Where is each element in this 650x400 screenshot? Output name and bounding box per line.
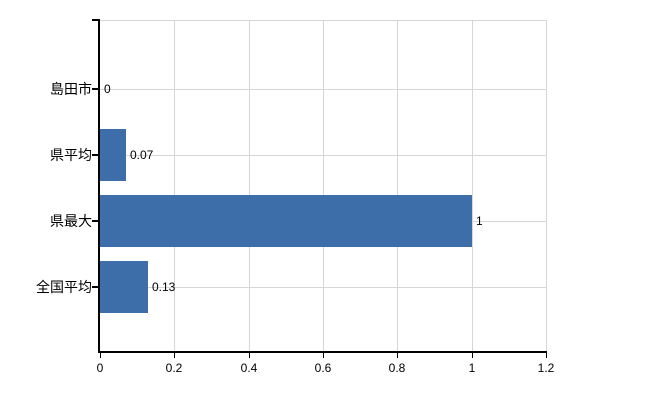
x-axis-tick [249,353,250,358]
category-gridline [100,287,546,288]
x-gridline [546,20,547,352]
x-tick-label: 1 [468,361,476,375]
bar [100,261,148,313]
x-gridline [472,20,473,352]
x-axis [98,351,547,353]
x-tick-label: 0 [96,361,104,375]
category-label: 県平均 [50,147,92,163]
x-tick-label: 0.6 [314,361,332,375]
x-gridline [249,20,250,352]
y-axis-tick [92,220,100,222]
x-tick-label: 0.4 [240,361,258,375]
value-label: 0 [104,82,111,96]
category-label: 島田市 [50,81,92,97]
x-axis-tick [100,353,101,358]
value-label: 1 [476,214,483,228]
bar [100,195,472,247]
y-axis [98,20,100,352]
category-label: 県最大 [50,213,92,229]
y-axis-tick [92,286,100,288]
y-axis-tick [92,154,100,156]
x-tick-label: 0.2 [165,361,183,375]
y-axis-tick [92,88,100,90]
x-gridline [323,20,324,352]
bar [100,129,126,181]
category-label: 全国平均 [36,279,92,295]
x-gridline [174,20,175,352]
x-tick-label: 1.2 [537,361,555,375]
category-gridline [100,155,546,156]
x-axis-tick [546,353,547,358]
x-axis-tick [174,353,175,358]
x-axis-tick [472,353,473,358]
x-axis-tick [323,353,324,358]
value-label: 0.07 [130,148,154,162]
y-axis-end-tick [92,19,100,21]
value-label: 0.13 [152,280,176,294]
x-axis-tick [397,353,398,358]
category-gridline [100,89,546,90]
x-tick-label: 0.8 [388,361,406,375]
x-gridline [397,20,398,352]
